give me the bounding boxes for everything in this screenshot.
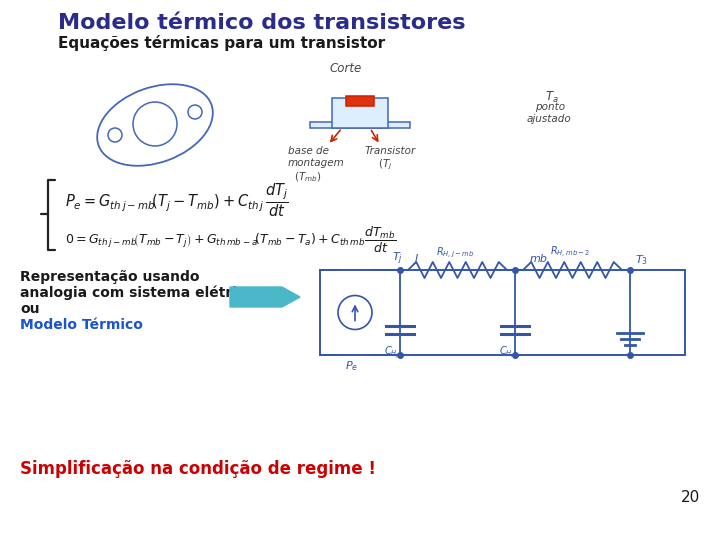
FancyArrow shape xyxy=(230,287,300,307)
Text: $R_{H,mb-2}$: $R_{H,mb-2}$ xyxy=(551,245,591,260)
Text: analogia com sistema elétrico: analogia com sistema elétrico xyxy=(20,286,255,300)
Text: $P_e = G_{th\,j-mb}\!\left(T_j - T_{mb}\right) + C_{th\,j}\,\dfrac{dT_j}{dt}$: $P_e = G_{th\,j-mb}\!\left(T_j - T_{mb}\… xyxy=(65,182,289,219)
Polygon shape xyxy=(310,122,410,128)
Circle shape xyxy=(188,105,202,119)
Text: 20: 20 xyxy=(680,490,700,505)
Text: Simplificação na condição de regime !: Simplificação na condição de regime ! xyxy=(20,460,376,478)
Bar xyxy=(320,270,685,355)
Circle shape xyxy=(133,102,177,146)
Polygon shape xyxy=(332,98,388,128)
Text: $(T_j$: $(T_j$ xyxy=(378,158,392,172)
Text: base de: base de xyxy=(288,146,329,156)
Text: J: J xyxy=(415,254,418,264)
Text: montagem: montagem xyxy=(288,158,345,168)
Text: $0 = G_{th\,j-mb}\!\left(T_{mb} - T_j\right) + G_{th\,mb-a}\!\left(T_{mb} - T_a\: $0 = G_{th\,j-mb}\!\left(T_{mb} - T_j\ri… xyxy=(65,225,396,255)
Ellipse shape xyxy=(97,84,213,166)
Text: Equações térmicas para um transistor: Equações térmicas para um transistor xyxy=(58,35,385,51)
Text: ou: ou xyxy=(20,302,40,316)
Text: $R_{H,j-mb}$: $R_{H,j-mb}$ xyxy=(436,246,474,260)
Text: ponto: ponto xyxy=(535,102,565,112)
Text: Corte: Corte xyxy=(330,62,362,75)
Bar xyxy=(346,96,374,106)
Text: $C_{H_{mb}}$: $C_{H_{mb}}$ xyxy=(499,345,521,360)
Text: Transistor: Transistor xyxy=(365,146,416,156)
Text: $C_{H_j}$: $C_{H_j}$ xyxy=(384,345,400,361)
Text: $T_a$: $T_a$ xyxy=(545,90,559,105)
Text: ajustado: ajustado xyxy=(527,114,572,124)
Text: $T_3$: $T_3$ xyxy=(635,253,648,267)
Text: $(T_{mb})$: $(T_{mb})$ xyxy=(294,170,321,184)
Circle shape xyxy=(108,128,122,142)
Text: $T_j$: $T_j$ xyxy=(392,251,403,267)
Circle shape xyxy=(338,295,372,329)
Text: Modelo Térmico: Modelo Térmico xyxy=(20,318,143,332)
Text: mb: mb xyxy=(530,254,548,264)
Text: Modelo térmico dos transistores: Modelo térmico dos transistores xyxy=(58,13,466,33)
Text: $P_e$: $P_e$ xyxy=(345,359,358,373)
Text: Representação usando: Representação usando xyxy=(20,270,199,284)
